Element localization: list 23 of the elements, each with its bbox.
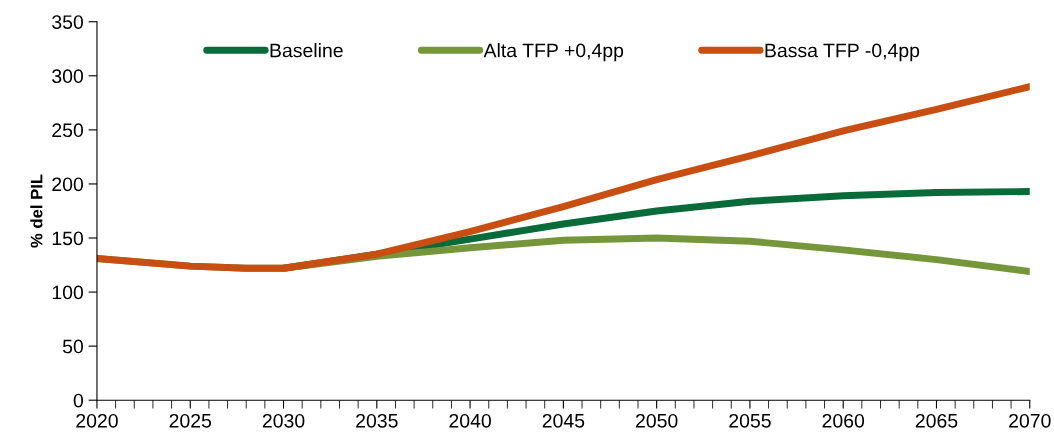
x-tick-label: 2070 (1009, 413, 1051, 428)
y-tick-label: 50 (62, 339, 84, 354)
x-tick-label: 2020 (76, 413, 118, 428)
y-tick-label: 300 (52, 69, 84, 84)
x-tick-label: 2025 (169, 413, 212, 428)
x-tick-label: 2065 (915, 413, 958, 428)
y-tick-label: 200 (52, 177, 84, 192)
x-tick-label: 2050 (635, 413, 678, 428)
y-tick-label: 250 (52, 123, 84, 138)
legend-label: Bassa TFP -0,4pp (765, 43, 920, 62)
legend-label: Baseline (270, 43, 343, 58)
y-axis-title: % del PIL (30, 174, 43, 248)
x-tick-label: 2030 (262, 413, 305, 428)
y-tick-label: 150 (52, 231, 84, 246)
x-tick-label: 2045 (542, 413, 585, 428)
legend-label: Alta TFP +0,4pp (483, 43, 624, 62)
y-tick-label: 100 (52, 285, 84, 300)
y-tick-label: 0 (73, 393, 84, 408)
x-tick-label: 2035 (356, 413, 398, 428)
x-tick-label: 2040 (449, 413, 491, 428)
x-tick-label: 2060 (822, 413, 865, 428)
x-tick-label: 2055 (729, 413, 771, 428)
y-tick-label: 350 (52, 15, 84, 29)
